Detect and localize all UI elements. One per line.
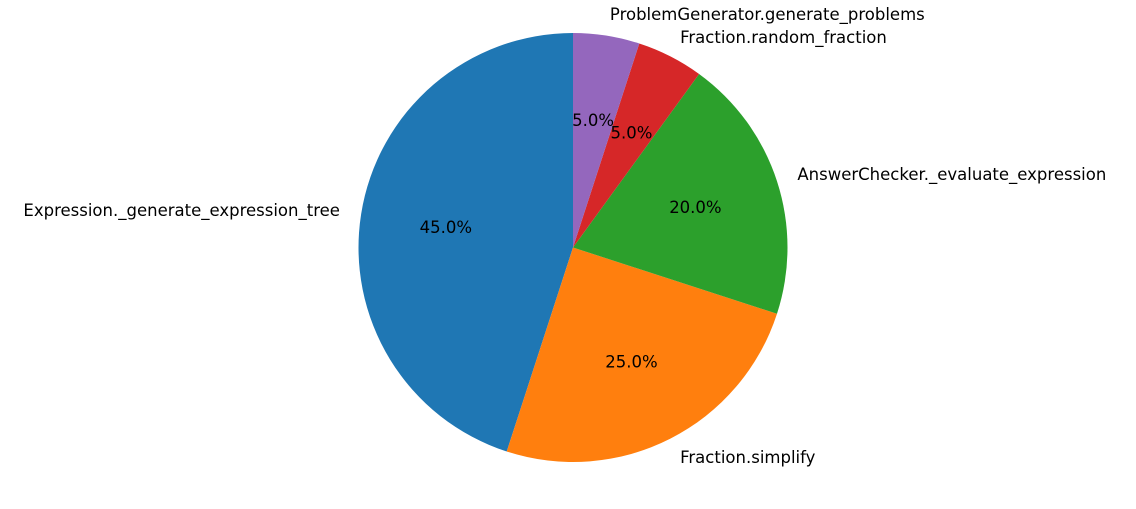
percent-label-fraction-simplify: 25.0% <box>605 353 657 372</box>
pie-slices <box>358 33 788 462</box>
category-label-fraction-random-fraction: Fraction.random_fraction <box>680 28 887 48</box>
percent-label-problemgenerator-generate-problems: 5.0% <box>572 111 614 130</box>
pie-slice-problemgenerator-generate-problems <box>573 33 640 248</box>
percent-labels: 45.0% 25.0% 20.0% 5.0%5.0% <box>420 111 722 372</box>
category-label-fraction-simplify: Fraction.simplify <box>680 448 816 467</box>
category-labels: Expression._generate_expression_tree Frac… <box>23 5 1106 467</box>
pie-slice-fraction-random-fraction <box>573 43 700 248</box>
percent-label-answerchecker-evaluate-expression: 20.0% <box>669 198 721 217</box>
category-label-expression-generate-expression-tree: Expression._generate_expression_tree <box>23 201 340 221</box>
pie-slice-expression-generate-expression-tree <box>358 33 573 452</box>
category-label-answerchecker-evaluate-expression: AnswerChecker._evaluate_expression <box>797 165 1106 185</box>
category-label-problemgenerator-generate-problems: ProblemGenerator.generate_problems <box>610 5 925 25</box>
pie-slice-fraction-simplify <box>506 247 777 462</box>
pie-slice-answerchecker-evaluate-expression <box>573 73 788 314</box>
percent-label-expression-generate-expression-tree: 45.0% <box>420 218 472 237</box>
percent-label-fraction-random-fraction: 5.0% <box>610 123 652 142</box>
